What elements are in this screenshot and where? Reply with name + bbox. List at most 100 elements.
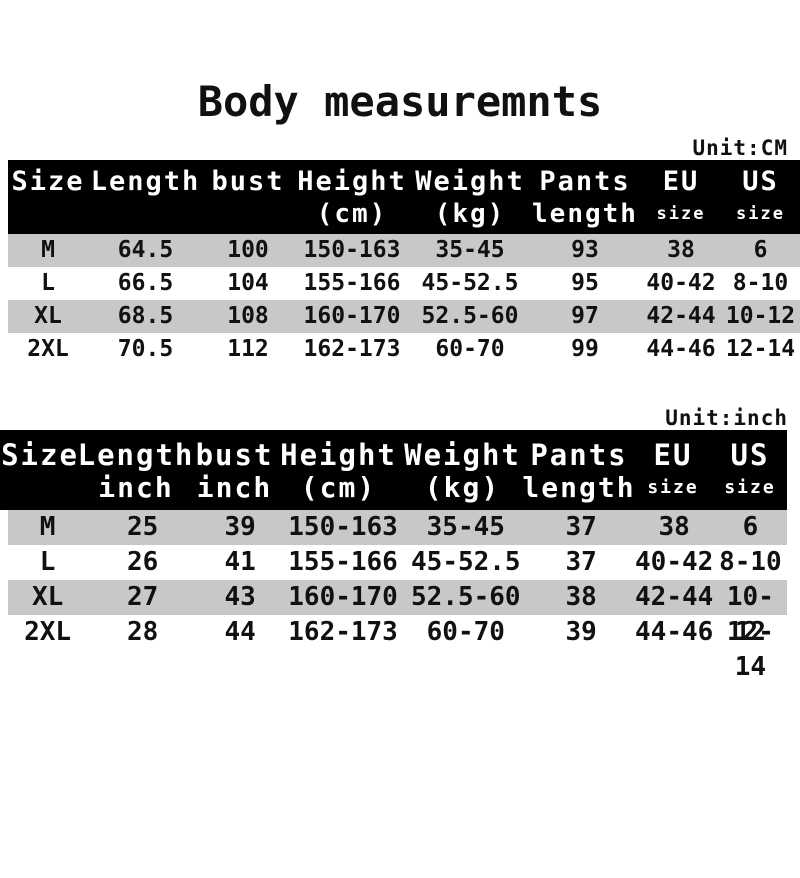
header-cell-weight: Weight (kg)	[400, 438, 525, 504]
table-cell: 35-45	[435, 237, 505, 263]
column-sublabel: size	[656, 204, 706, 224]
table-cell: 40-42	[646, 270, 716, 296]
table-cell: 2XL	[24, 617, 72, 647]
table-cell: 27	[126, 582, 159, 612]
column-label: Size	[11, 166, 85, 197]
column-label: Weight	[415, 166, 525, 197]
column-sublabel: length	[532, 199, 638, 229]
table-header-row: Size Length bust Height (cm) Weight (kg)…	[8, 160, 800, 234]
table-row: XL 27 43 160-170 52.5-60 38 42-44 10-12	[8, 580, 787, 647]
table-cell: M	[41, 237, 55, 263]
table-cell: 60-70	[435, 336, 505, 362]
table-cell: 93	[571, 237, 599, 263]
table-cell: 160-170	[303, 303, 401, 329]
column-label: Pants	[530, 438, 628, 472]
table-body: M 64.5 100 150-163 35-45 93 38 6 L 66.5 …	[8, 234, 800, 366]
header-cell-us-size: US size	[721, 166, 800, 229]
table-cell: 12-14	[725, 336, 796, 362]
column-label: EU	[662, 166, 700, 197]
table-cell: XL	[31, 582, 64, 612]
header-cell-length: Length inch	[77, 438, 195, 504]
table-cell: 99	[571, 336, 599, 362]
column-label: Weight	[404, 438, 521, 472]
table-cell: 52.5-60	[421, 303, 519, 329]
header-cell-weight: Weight (kg)	[411, 166, 529, 229]
table-cell: M	[39, 512, 56, 542]
size-table-inch: Size Length inch bust inch Height (cm) W…	[0, 430, 787, 682]
table-cell: 26	[126, 547, 159, 577]
header-cell-us-size: US size	[713, 438, 787, 504]
table-cell: XL	[34, 303, 62, 329]
table-cell: 155-166	[303, 270, 401, 296]
table-cell: 45-52.5	[421, 270, 519, 296]
table-row: M 25 39 150-163 35-45 37 38 6	[8, 510, 787, 545]
table-cell: 41	[224, 547, 256, 577]
table-cell: 95	[571, 270, 599, 296]
header-cell-size: Size	[8, 166, 88, 229]
table-cell: 38	[658, 512, 690, 542]
table-cell: 6	[742, 512, 759, 542]
table-cell: 28	[126, 617, 159, 647]
table-cell: 2XL	[27, 336, 69, 362]
column-label: Height	[280, 438, 397, 472]
unit-label-inch: Unit:inch	[665, 406, 788, 430]
table-cell: 104	[227, 270, 269, 296]
column-sublabel: size	[736, 204, 785, 224]
column-label: bust	[211, 166, 285, 197]
column-label: EU	[653, 438, 693, 472]
table-cell: 66.5	[117, 270, 174, 296]
table-cell: 155-166	[288, 547, 398, 577]
header-cell-pants-length: Pants length	[522, 438, 633, 504]
table-cell: 112	[227, 336, 269, 362]
header-cell-eu-size: EU size	[641, 166, 721, 229]
table-cell: 45-52.5	[411, 547, 521, 577]
table-cell: 35-45	[426, 512, 505, 542]
table-row: XL 68.5 108 160-170 52.5-60 97 42-44 10-…	[8, 300, 800, 333]
column-sublabel: inch	[196, 471, 273, 504]
table-cell: 38	[565, 582, 597, 612]
table-cell: 44-46	[635, 617, 714, 647]
column-label: bust	[195, 438, 274, 472]
table-cell: L	[39, 547, 56, 577]
column-sublabel: (kg)	[434, 199, 506, 229]
table-cell: 40-42	[635, 547, 714, 577]
table-cell: 43	[224, 582, 256, 612]
table-cell: 60-70	[426, 617, 505, 647]
page-title: Body measuremnts	[197, 77, 603, 126]
table-cell: 70.5	[117, 336, 174, 362]
table-cell: 64.5	[117, 237, 174, 263]
table-cell: 38	[667, 237, 695, 263]
table-cell: 42-44	[646, 303, 716, 329]
table-cell: 6	[753, 237, 768, 263]
table-row: M 64.5 100 150-163 35-45 93 38 6	[8, 234, 800, 267]
table-cell: 8-10	[719, 547, 782, 577]
table-cell: 108	[227, 303, 269, 329]
table-cell: 37	[565, 547, 597, 577]
table-cell: 100	[227, 237, 269, 263]
table-cell: 150-163	[288, 512, 398, 542]
column-label: US	[730, 438, 770, 472]
header-cell-bust: bust	[203, 166, 293, 229]
table-row: L 66.5 104 155-166 45-52.5 95 40-42 8-10	[8, 267, 800, 300]
column-label: Length	[90, 166, 201, 197]
table-cell: 39	[565, 617, 597, 647]
header-cell-eu-size: EU size	[633, 438, 713, 504]
table-header-row: Size Length inch bust inch Height (cm) W…	[0, 430, 787, 510]
table-cell: 37	[565, 512, 597, 542]
header-cell-bust: bust inch	[192, 438, 277, 504]
table-cell: 42-44	[635, 582, 714, 612]
header-cell-length: Length	[88, 166, 203, 229]
table-cell: 97	[571, 303, 599, 329]
column-label: Height	[297, 166, 407, 197]
column-label: Length	[77, 438, 195, 472]
table-cell: 52.5-60	[411, 582, 521, 612]
table-row: 2XL 70.5 112 162-173 60-70 99 44-46 12-1…	[8, 333, 800, 366]
column-label: Pants	[539, 166, 631, 197]
header-cell-pants-length: Pants length	[529, 166, 641, 229]
column-sublabel: (cm)	[316, 199, 388, 229]
column-sublabel: (cm)	[300, 471, 377, 504]
table-cell: 25	[126, 512, 159, 542]
unit-label-cm: Unit:CM	[692, 136, 788, 160]
column-sublabel: size	[724, 477, 776, 498]
table-cell: 39	[224, 512, 256, 542]
